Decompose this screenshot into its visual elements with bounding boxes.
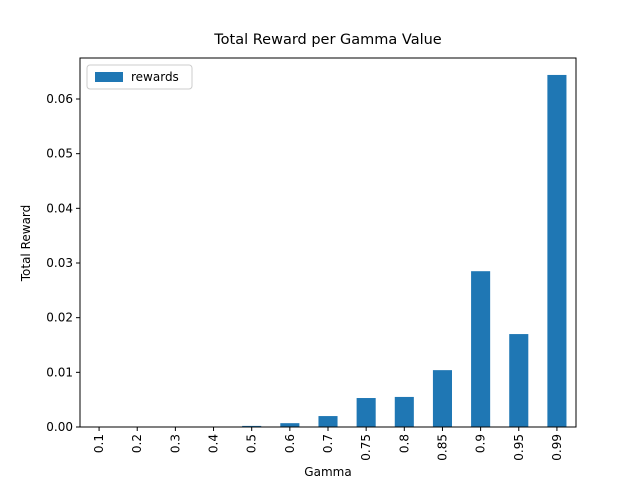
x-tick-label: 0.2 [130, 434, 144, 453]
x-tick-label: 0.7 [321, 434, 335, 453]
x-tick-label: 0.8 [397, 434, 411, 453]
x-tick-label: 0.99 [550, 434, 564, 461]
x-tick-label: 0.9 [474, 434, 488, 453]
x-tick-label: 0.4 [207, 434, 221, 453]
bar [509, 334, 529, 427]
bar [280, 423, 300, 427]
x-axis-label: Gamma [304, 465, 351, 479]
legend-swatch [95, 72, 123, 82]
y-tick-label: 0.02 [46, 311, 73, 325]
x-tick-label: 0.1 [92, 434, 106, 453]
bar [471, 271, 491, 427]
y-tick-label: 0.03 [46, 256, 73, 270]
bar [394, 396, 414, 427]
x-tick-label: 0.3 [168, 434, 182, 453]
x-tick-label: 0.85 [435, 434, 449, 461]
y-axis-label: Total Reward [19, 205, 33, 283]
y-tick-label: 0.06 [46, 92, 73, 106]
bar [242, 425, 262, 427]
bar [356, 398, 376, 427]
y-tick-label: 0.00 [46, 420, 73, 434]
x-tick-label: 0.75 [359, 434, 373, 461]
y-tick-label: 0.05 [46, 147, 73, 161]
chart-title: Total Reward per Gamma Value [213, 32, 442, 48]
legend-label: rewards [131, 70, 179, 84]
bar [432, 370, 452, 427]
x-tick-label: 0.5 [245, 434, 259, 453]
bar [547, 74, 567, 428]
x-tick-label: 0.6 [283, 434, 297, 453]
y-tick-label: 0.04 [46, 201, 73, 215]
y-tick-label: 0.01 [46, 365, 73, 379]
legend-box [86, 64, 193, 90]
plot-frame [79, 57, 577, 428]
x-tick-label: 0.95 [512, 434, 526, 461]
bar [318, 416, 338, 427]
